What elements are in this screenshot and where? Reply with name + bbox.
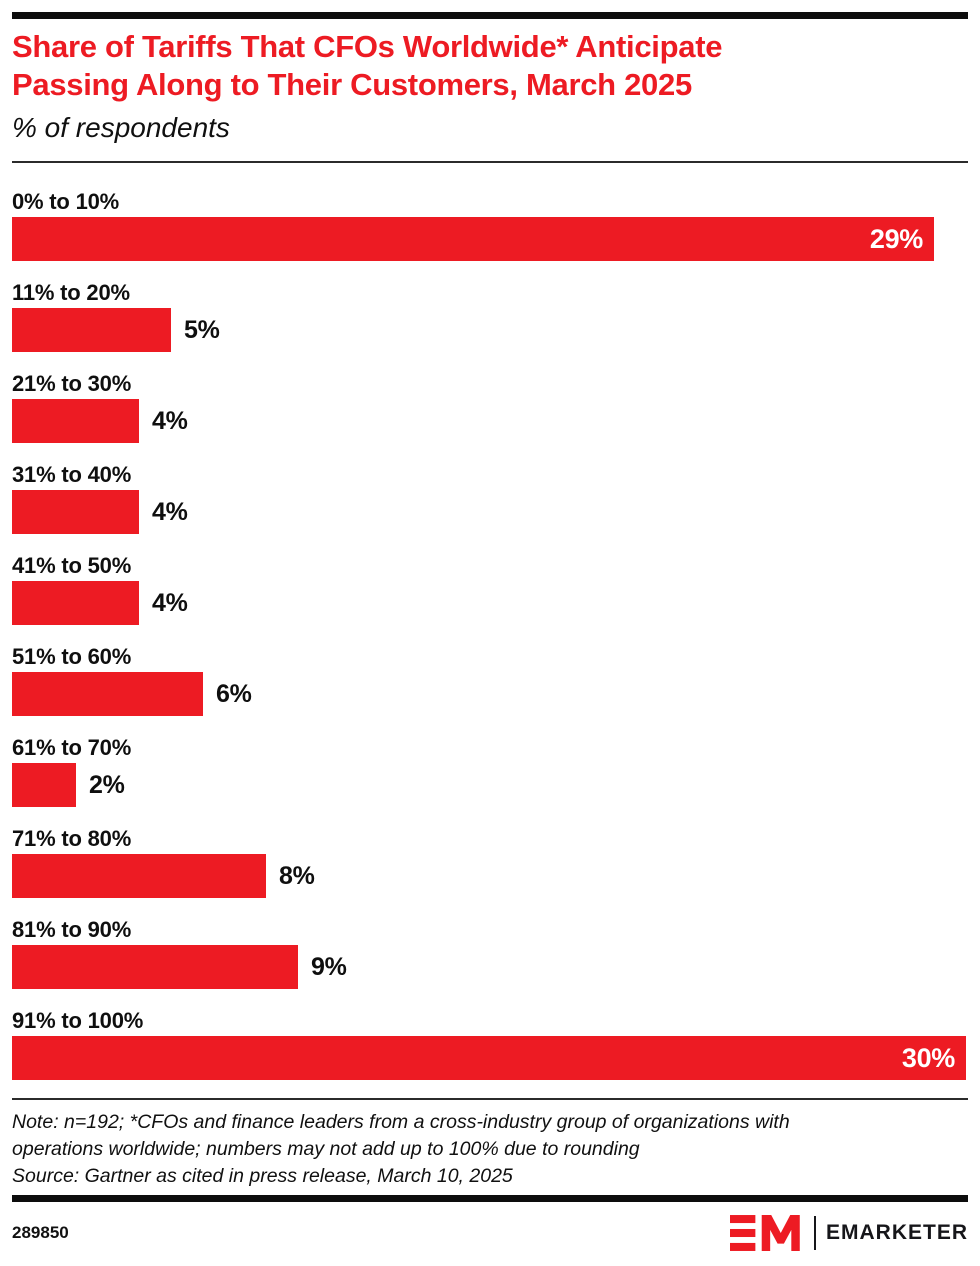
bar-group: 21% to 30% 4% xyxy=(12,370,968,443)
bar xyxy=(12,399,139,443)
bar-group: 0% to 10% 29% xyxy=(12,188,968,261)
bar-group: 81% to 90% 9% xyxy=(12,916,968,989)
bar: 30% xyxy=(12,1036,966,1080)
category-label: 41% to 50% xyxy=(12,553,132,578)
chart-id: 289850 xyxy=(12,1223,69,1242)
bar-group: 71% to 80% 8% xyxy=(12,825,968,898)
top-divider-bar xyxy=(12,12,968,19)
category-label: 21% to 30% xyxy=(12,371,132,396)
brand-name: EMARKETER xyxy=(825,1221,968,1244)
bar-track: 5% xyxy=(12,308,968,352)
category-label: 91% to 100% xyxy=(12,1008,144,1033)
bar-track: 9% xyxy=(12,945,968,989)
bar-track: 4% xyxy=(12,399,968,443)
chart-note-line-2: operations worldwide; numbers may not ad… xyxy=(12,1138,640,1160)
brand-divider xyxy=(813,1216,816,1250)
chart-note-line-1: Note: n=192; *CFOs and finance leaders f… xyxy=(12,1111,790,1133)
value-label: 2% xyxy=(89,770,125,799)
chart-source: Source: Gartner as cited in press releas… xyxy=(12,1165,513,1187)
bar-track: 8% xyxy=(12,854,968,898)
value-label: 6% xyxy=(216,679,252,708)
emarketer-em-icon xyxy=(729,1215,800,1251)
value-label: 29% xyxy=(869,223,923,254)
value-label: 30% xyxy=(901,1042,955,1073)
category-label: 71% to 80% xyxy=(12,826,132,851)
bar xyxy=(12,308,171,352)
value-label: 9% xyxy=(311,952,347,981)
bar xyxy=(12,763,76,807)
bar-chart: 0% to 10% 29% 11% to 20% 5% 21% to 30% 4% 31% … xyxy=(12,163,968,1080)
chart-subtitle: % of respondents xyxy=(12,112,230,143)
bar-track: 2% xyxy=(12,763,968,807)
page-title-line-2: Passing Along to Their Customers, March … xyxy=(12,67,692,102)
bar-group: 11% to 20% 5% xyxy=(12,279,968,352)
category-label: 61% to 70% xyxy=(12,735,132,760)
bar: 29% xyxy=(12,217,934,261)
bar xyxy=(12,490,139,534)
category-label: 0% to 10% xyxy=(12,189,120,214)
bar xyxy=(12,854,266,898)
bar-group: 41% to 50% 4% xyxy=(12,552,968,625)
bar-track: 6% xyxy=(12,672,968,716)
page-title: Share of Tariffs That CFOs Worldwide* An… xyxy=(12,28,968,104)
value-label: 8% xyxy=(279,861,315,890)
category-label: 11% to 20% xyxy=(12,280,130,305)
note-block: Note: n=192; *CFOs and finance leaders f… xyxy=(12,1098,968,1190)
category-label: 51% to 60% xyxy=(12,644,132,669)
bar xyxy=(12,581,139,625)
category-label: 31% to 40% xyxy=(12,462,132,487)
category-label: 81% to 90% xyxy=(12,917,132,942)
bar-group: 51% to 60% 6% xyxy=(12,643,968,716)
bottom-divider-bar xyxy=(12,1195,968,1202)
page-title-line-1: Share of Tariffs That CFOs Worldwide* An… xyxy=(12,29,723,64)
value-label: 4% xyxy=(152,588,188,617)
value-label: 5% xyxy=(184,315,220,344)
bar-track: 4% xyxy=(12,581,968,625)
value-label: 4% xyxy=(152,406,188,435)
bar-group: 61% to 70% 2% xyxy=(12,734,968,807)
bar-group: 91% to 100% 30% xyxy=(12,1007,968,1080)
bar-group: 31% to 40% 4% xyxy=(12,461,968,534)
value-label: 4% xyxy=(152,497,188,526)
bar xyxy=(12,672,203,716)
bar-track: 29% xyxy=(12,217,968,261)
header-divider xyxy=(12,161,968,163)
footer: 289850 EMARKETER xyxy=(12,1215,968,1251)
bar-track: 4% xyxy=(12,490,968,534)
brand-logo: EMARKETER xyxy=(729,1215,968,1251)
bar-track: 30% xyxy=(12,1036,968,1080)
bar xyxy=(12,945,298,989)
